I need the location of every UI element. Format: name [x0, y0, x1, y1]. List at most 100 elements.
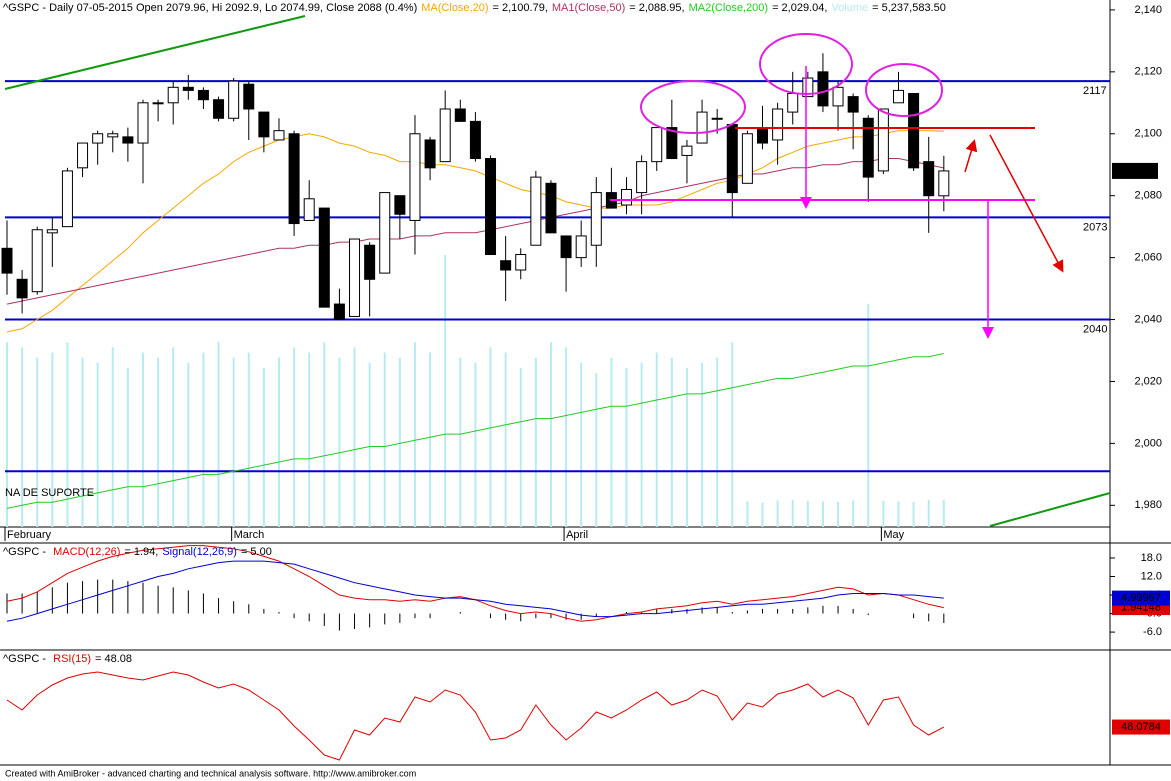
volume-bar — [429, 352, 432, 527]
volume-bar — [565, 347, 568, 527]
candle-body — [938, 170, 950, 197]
volume-bar — [217, 342, 220, 527]
candle-body — [213, 99, 225, 119]
y-tick-label: 2,120 — [1134, 66, 1162, 78]
volume-bar — [126, 367, 129, 527]
volume-bar — [625, 367, 628, 527]
level-label: 2040 — [1083, 323, 1107, 335]
y-tick-label: 18.0 — [1141, 552, 1162, 564]
volume-bar — [534, 357, 537, 527]
volume-bar — [685, 367, 688, 527]
candle-body — [621, 188, 633, 206]
volume-bar — [308, 352, 311, 527]
volume-bar — [852, 500, 855, 527]
candle-body — [273, 130, 285, 141]
panel-header: ^GSPC - RSI(15) = 48.08 — [3, 653, 132, 665]
header-part: MA1(Close,50) — [552, 2, 625, 14]
candle-body — [575, 235, 587, 259]
volume-bar — [519, 367, 522, 527]
y-tick-label: 2,080 — [1134, 190, 1162, 202]
header-part: MA(Close,20) — [421, 2, 488, 14]
candle-body — [122, 136, 134, 144]
x-tick-label: April — [566, 529, 588, 541]
candle-body — [908, 93, 920, 169]
header-part: = 48.08 — [95, 653, 132, 665]
candle-body — [77, 142, 89, 169]
volume-bar — [323, 342, 326, 527]
y-tick-label: 2,000 — [1134, 437, 1162, 449]
footer: Created with AmiBroker - advanced charti… — [5, 768, 416, 778]
highlight-ellipse — [865, 63, 943, 117]
candle-body — [560, 235, 572, 259]
candle-body — [651, 127, 663, 163]
moving-average — [6, 353, 944, 509]
volume-bar — [927, 499, 930, 527]
volume-bar — [595, 373, 598, 527]
candle-body — [182, 86, 194, 91]
volume-bar — [36, 357, 39, 527]
candle-body — [726, 123, 738, 194]
volume-bar — [897, 501, 900, 527]
header-part: ^GSPC - — [3, 546, 49, 558]
y-tick-label: 1,980 — [1134, 499, 1162, 511]
y-tick-label: 2,100 — [1134, 128, 1162, 140]
candle-body — [892, 89, 904, 104]
indicator-line — [6, 671, 945, 761]
candle-body — [454, 108, 466, 122]
header-part: Signal(12,26,9) — [162, 546, 237, 558]
candle-body — [31, 229, 43, 293]
volume-bar — [96, 362, 99, 527]
candle-body — [469, 120, 481, 160]
candle-body — [741, 133, 753, 184]
x-tick-label: February — [7, 529, 52, 541]
candle-body — [288, 133, 300, 225]
volume-bar — [791, 499, 794, 527]
volume-bar — [549, 342, 552, 527]
header-part: ^GSPC - — [3, 653, 49, 665]
candle-body — [303, 198, 315, 221]
candle-body — [787, 93, 799, 113]
volume-bar — [912, 501, 915, 527]
candle-body — [817, 71, 829, 107]
volume-bar — [670, 357, 673, 527]
candle-body — [197, 89, 209, 101]
volume-bar — [731, 342, 734, 527]
header-part: RSI(15) — [53, 653, 91, 665]
y-tick-label: 2,020 — [1134, 375, 1162, 387]
candle-body — [877, 108, 889, 172]
candle-body — [862, 117, 874, 178]
candle-body — [666, 127, 678, 160]
candle-body — [832, 86, 844, 107]
volume-bar — [262, 367, 265, 527]
axis-layer: NA DE SUPORTE 2117 2073 2040 February March Ap… — [3, 2, 1170, 735]
candle-body — [243, 83, 255, 110]
support-label: NA DE SUPORTE — [5, 487, 94, 499]
header-part: MACD(12,26) — [53, 546, 120, 558]
panel-header: ^GSPC - MACD(12,26) = 1.94, Signal(12,26,9… — [3, 546, 272, 558]
header-part: = 2,100.79, — [493, 2, 548, 14]
candle-body — [711, 117, 723, 120]
volume-bar — [610, 357, 613, 527]
header-part: MA2(Close,200) — [689, 2, 768, 14]
y-tick-label: 2,140 — [1134, 4, 1162, 16]
level-label: 2117 — [1083, 85, 1107, 97]
candle-body — [485, 158, 497, 256]
volume-bar — [882, 500, 885, 527]
volume-bar — [157, 357, 160, 527]
candle-body — [349, 238, 361, 317]
volume-bar — [867, 303, 870, 527]
volume-bar — [504, 352, 507, 527]
volume-bar — [942, 500, 945, 527]
volume-bar — [383, 352, 386, 527]
candle-body — [696, 111, 708, 144]
indicator-line — [6, 560, 944, 622]
trend-line — [989, 492, 1111, 527]
volume-bar — [247, 352, 250, 527]
header-part: Volume — [831, 2, 868, 14]
candle-body — [16, 278, 28, 299]
volume-bar — [141, 352, 144, 527]
volume-bar — [746, 501, 749, 527]
header-part: ^GSPC - Daily 07-05-2015 Open 2079.96, H… — [3, 2, 417, 14]
panel-header: ^GSPC - Daily 07-05-2015 Open 2079.96, H… — [3, 2, 946, 14]
